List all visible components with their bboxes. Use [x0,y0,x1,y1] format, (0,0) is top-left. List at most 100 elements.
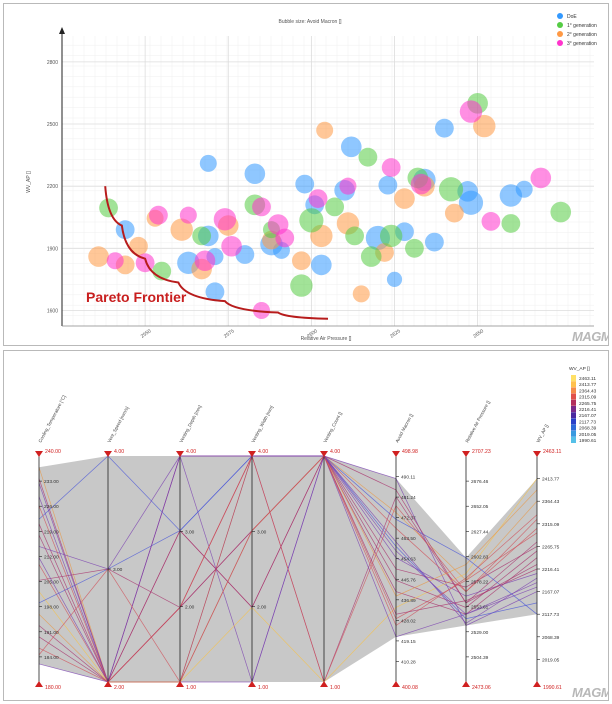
bubble-gen3 [459,100,483,123]
pc-tick-label: 428.02 [401,618,416,624]
bubble-gen1 [345,226,364,246]
bubble-gen2 [394,188,415,209]
pc-tick-label: 191.00 [44,630,59,636]
pc-tick-label: 2627.44 [471,529,489,535]
bubble-gen2 [473,114,496,138]
data-line [38,455,538,683]
pc-max-value: 4.00 [114,449,124,455]
pc-min-handle [533,681,541,687]
pc-min-value: 400.08 [402,685,418,691]
pc-tick-label: 212.00 [44,554,59,560]
pc-tick-label: 445.76 [401,577,416,583]
pc-tick-label: 3.00 [185,529,195,535]
pc-tick-label: 2216.41 [542,567,560,573]
pc-max-value: 4.00 [258,449,268,455]
pc-tick-label: 3.00 [257,529,267,535]
pc-tick-label: 481.24 [401,495,416,501]
colorbar-tick-label: 2413.77 [579,382,597,388]
bubble-doe [434,118,454,138]
colorbar-tick-label: 2364.43 [579,388,597,394]
x-tick-label: 2650 [472,328,485,339]
colorbar-tick-label: 1990.61 [579,438,597,444]
bubble-gen2 [292,251,311,271]
bubble-gen1 [550,201,572,223]
pc-tick-label: 2167.07 [542,590,560,596]
colorbar-swatch [571,393,576,400]
bubble-gen1 [358,147,378,167]
pc-min-value: 1.00 [330,685,340,691]
x-tick-label: 2575 [223,328,236,339]
y-tick-label: 2500 [47,122,58,128]
pc-min-handle [392,681,400,687]
bubble-gen3 [275,228,295,248]
colorbar-swatch [571,375,576,381]
pareto-frontier-label: Pareto Frontier [86,289,187,305]
legend-label: DoE [567,14,577,20]
colorbar-swatch [571,418,576,425]
bubble-gen2 [316,121,334,139]
bubble-doe [199,154,217,172]
pc-max-handle [104,451,112,457]
bubble-gen2 [88,246,109,267]
y-tick-label: 2200 [47,184,58,190]
y-tick-label: 2800 [47,60,58,66]
bubble-gen3 [308,189,328,209]
pc-tick-label: 2504.39 [471,655,489,661]
bubble-gen1 [379,224,403,248]
legend-marker-doe [557,13,563,19]
pc-tick-label: 2602.83 [471,554,489,560]
legend-label: 3° generation [567,41,597,47]
pc-tick-label: 2529.00 [471,630,489,636]
brand-logo: MAGMA [572,685,608,700]
pc-tick-label: 2.00 [185,605,195,611]
legend-label: 1° generation [567,23,597,29]
y-tick-label: 1900 [47,246,58,252]
pc-tick-label: 472.37 [401,516,416,522]
bubble-doe [205,282,225,302]
pc-tick-label: 463.50 [401,536,416,542]
pc-tick-label: 2413.77 [542,477,560,483]
pc-max-value: 498.98 [402,449,418,455]
colorbar-swatch [571,424,576,431]
pc-max-value: 2463.11 [543,449,561,455]
pc-max-handle [392,451,400,457]
y-axis-arrow [59,27,65,34]
bubble-doe [378,175,398,195]
bubble-gen3 [530,167,552,189]
pc-min-value: 180.00 [45,685,61,691]
bubble-gen3 [194,250,216,272]
colorbar-tick-label: 2068.39 [579,426,597,432]
pc-axis-header: WV_AP [] [535,424,549,444]
colorbar-tick-label: 2216.41 [579,407,597,413]
pc-tick-label: 2652.05 [471,504,489,510]
bubble-gen3 [410,173,432,195]
bubble-gen1 [438,177,464,202]
pc-axis-header: Relative Air Pressure [] [464,400,490,444]
pc-min-handle [104,681,112,687]
pc-tick-label: 198.00 [44,605,59,611]
pc-tick-label: 3.00 [113,567,123,573]
bubble-doe [515,180,533,198]
pc-min-handle [248,681,256,687]
y-tick-label: 1600 [47,308,58,314]
colorbar-tick-label: 2117.73 [579,419,596,425]
bubble-gen3 [339,177,357,195]
bubble-gen3 [221,235,242,257]
pc-max-value: 2707.23 [472,449,491,455]
pc-tick-label: 2.00 [257,605,267,611]
colorbar-swatch [571,430,576,437]
brand-logo: MAGMA [572,329,608,344]
pc-tick-label: 2578.22 [471,580,489,586]
bubble-gen3 [106,252,124,270]
colorbar-tick-label: 2463.11 [579,376,596,382]
pc-max-handle [176,451,184,457]
bubble-doe [244,163,266,185]
pc-tick-label: 226.00 [44,504,59,510]
pc-tick-label: 205.00 [44,580,59,586]
pc-tick-label: 436.89 [401,598,416,604]
pc-max-value: 4.00 [186,449,196,455]
bubble-gen1 [405,238,424,258]
bubble-gen3 [253,301,270,319]
colorbar-tick-label: 2019.05 [579,432,597,438]
pc-max-handle [533,451,541,457]
